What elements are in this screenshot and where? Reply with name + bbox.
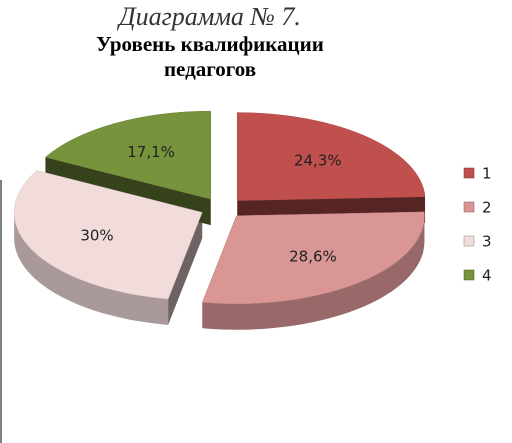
data-label: 28,6% [289,247,337,265]
legend-swatch [463,269,475,281]
chart-subtitle: Уровень квалификации педагогов [96,32,324,81]
data-label: 30% [80,226,113,244]
legend-swatch [463,201,475,213]
legend-label: 1 [482,165,492,183]
data-label: 17,1% [127,143,175,161]
legend-label: 4 [482,267,492,285]
slice-outer-wall [14,212,169,325]
slice [202,211,425,305]
slice-side-wall [168,212,203,325]
legend-swatch [463,235,475,247]
chart-title: Диаграмма № 7. [119,2,301,31]
data-label: 24,3% [294,152,342,170]
tops [13,110,426,305]
legend-label: 3 [482,233,492,251]
slice-outer-wall [202,215,425,330]
slice [44,110,211,200]
slice [236,112,426,201]
legend-label: 2 [482,199,492,217]
legend-swatch [463,167,475,179]
slice [13,170,203,300]
